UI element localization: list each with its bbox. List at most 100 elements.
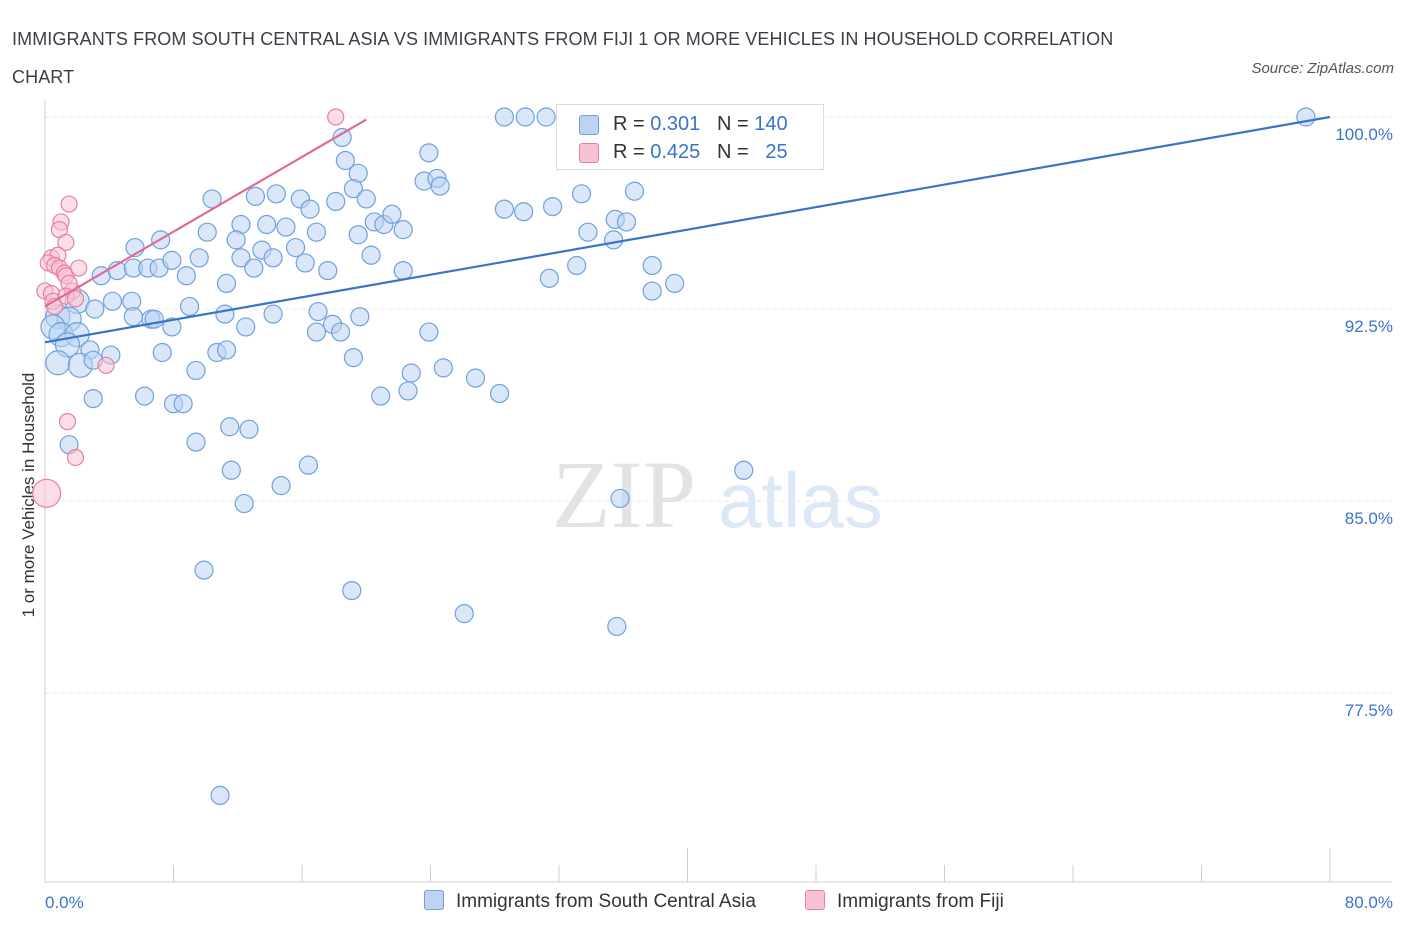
data-point [162, 250, 182, 270]
data-point [60, 195, 78, 213]
series-south-central-asia [40, 107, 1316, 806]
data-point [263, 304, 283, 324]
data-point [189, 248, 209, 268]
data-point [236, 317, 256, 337]
data-point [231, 248, 251, 268]
data-point [371, 386, 391, 406]
data-point [318, 261, 338, 281]
data-point [610, 488, 630, 509]
data-point [326, 191, 346, 212]
data-point [234, 493, 254, 514]
bottom-legend-label-fiji: Immigrants from Fiji [837, 891, 1004, 912]
data-point [197, 222, 217, 242]
data-point [330, 322, 351, 342]
legend-n-value: 140 [754, 113, 788, 135]
data-point [604, 230, 624, 250]
chart-title: IMMIGRANTS FROM SOUTH CENTRAL ASIA VS IM… [12, 29, 1114, 87]
legend-row-fiji: R = 0.425 N = 25 [579, 138, 788, 166]
legend-n-label: N = [716, 141, 749, 163]
data-point [210, 785, 230, 806]
x-tick-marks [44, 848, 1331, 882]
data-point [401, 363, 421, 383]
y-axis-label: 1 or more Vehicles in Household [19, 373, 38, 618]
data-point [343, 179, 363, 199]
y-tick-label: 77.5% [1345, 701, 1393, 720]
data-point [45, 350, 71, 376]
trend-lines [44, 115, 1331, 344]
y-tick-label: 85.0% [1345, 509, 1393, 528]
data-point [356, 189, 376, 209]
legend-swatch-south-central-asia [579, 114, 599, 135]
data-point [57, 233, 75, 252]
data-point [144, 309, 164, 329]
data-point [665, 273, 685, 293]
data-point [194, 560, 214, 580]
data-point [335, 150, 355, 171]
data-point [58, 413, 77, 431]
trend-line [44, 118, 367, 308]
data-point [567, 255, 587, 276]
data-point [162, 317, 182, 337]
data-point [263, 248, 283, 268]
data-point [306, 322, 327, 342]
data-point [97, 356, 115, 374]
x-tick-label-max: 80.0% [1345, 893, 1393, 912]
data-point [642, 281, 662, 301]
bottom-legend-item-fiji: Immigrants from Fiji [805, 888, 1004, 916]
data-point [152, 342, 172, 363]
data-point [332, 127, 352, 148]
data-point [342, 580, 362, 601]
data-point [430, 176, 450, 196]
data-point [300, 199, 320, 219]
legend-row-south-central-asia: R = 0.301 N = 140 [579, 110, 788, 138]
data-point [327, 108, 345, 126]
source-label: Source: ZipAtlas.com [1251, 60, 1394, 77]
data-point [398, 381, 418, 401]
data-point [393, 261, 413, 281]
legend-n-value: 25 [765, 141, 788, 163]
data-point [216, 273, 237, 293]
data-point [514, 202, 534, 222]
data-point [123, 307, 143, 327]
data-point [245, 186, 266, 206]
data-point [361, 245, 381, 265]
series-fiji [32, 108, 345, 508]
legend-r-label: R = [613, 141, 645, 163]
data-point [186, 432, 206, 452]
x-tick-label-min: 0.0% [45, 893, 84, 912]
data-point [607, 616, 627, 637]
bottom-legend-label-south-central-asia: Immigrants from South Central Asia [456, 891, 756, 912]
legend-r-value: 0.425 [650, 141, 701, 163]
data-point [489, 383, 510, 404]
data-point [83, 389, 103, 409]
data-point [343, 348, 363, 368]
data-point [578, 222, 598, 242]
data-point [539, 268, 559, 288]
y-tick-label: 100.0% [1335, 125, 1393, 144]
data-point [173, 394, 193, 414]
data-point [216, 340, 237, 360]
data-point [419, 322, 439, 342]
data-point [298, 455, 319, 475]
data-point [454, 604, 474, 624]
data-point [220, 417, 240, 437]
data-point [348, 225, 368, 245]
data-point [306, 222, 327, 242]
data-point [494, 107, 514, 127]
trend-line [44, 115, 1331, 344]
data-point [134, 386, 155, 406]
data-point [186, 360, 206, 381]
legend-r-value: 0.301 [650, 113, 701, 135]
data-point [257, 214, 277, 235]
data-point [32, 478, 62, 508]
data-point [382, 204, 402, 224]
y-tick-labels: 77.5% 85.0% 92.5% 100.0% [1335, 125, 1393, 720]
data-point [542, 197, 563, 217]
data-point [179, 296, 200, 317]
legend: R = 0.301 N = 140 R = 0.425 N = 25 [556, 104, 824, 170]
data-point [215, 304, 235, 324]
bottom-legend-item-south-central-asia: Immigrants from South Central Asia [424, 888, 756, 916]
data-point [202, 189, 222, 209]
bottom-legend-swatch-south-central-asia [424, 889, 444, 910]
